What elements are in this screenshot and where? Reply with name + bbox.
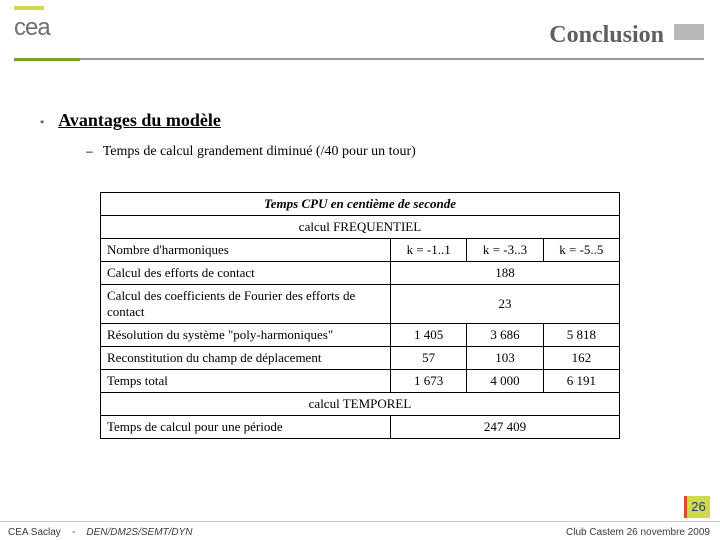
- footer-divider: [0, 521, 720, 522]
- row-label: Reconstitution du champ de déplacement: [101, 347, 391, 370]
- table-col-k5: k = -5..5: [543, 239, 619, 262]
- table-row: Reconstitution du champ de déplacement 5…: [101, 347, 620, 370]
- row-label: Temps total: [101, 370, 391, 393]
- header-underline: [80, 58, 704, 60]
- footer-sep: -: [72, 527, 75, 538]
- row-label: Temps de calcul pour une période: [101, 416, 391, 439]
- row-val: 162: [543, 347, 619, 370]
- row-val: 1 673: [391, 370, 467, 393]
- row-val: 3 686: [467, 324, 543, 347]
- footer-org: CEA Saclay: [8, 527, 61, 538]
- row-val: 57: [391, 347, 467, 370]
- slide-footer: 26 CEA Saclay - DEN/DM2S/SEMT/DYN Club C…: [0, 498, 720, 540]
- table-col-k1: k = -1..1: [391, 239, 467, 262]
- logo-accent-bar: [14, 6, 44, 10]
- table-row: Résolution du système "poly-harmoniques"…: [101, 324, 620, 347]
- row-val: 23: [391, 285, 620, 324]
- cpu-time-table: Temps CPU en centième de seconde calcul …: [100, 192, 620, 439]
- row-label: Résolution du système "poly-harmoniques": [101, 324, 391, 347]
- row-val: 103: [467, 347, 543, 370]
- row-val: 188: [391, 262, 620, 285]
- table-section-temporal: calcul TEMPOREL: [101, 393, 620, 416]
- footer-dep: DEN/DM2S/SEMT/DYN: [86, 527, 192, 538]
- table-section-freq: calcul FREQUENTIEL: [101, 216, 620, 239]
- bullet-icon: •: [40, 112, 44, 132]
- content-subtext: Temps de calcul grandement diminué (/40 …: [103, 144, 416, 160]
- table-row: Calcul des efforts de contact 188: [101, 262, 620, 285]
- slide-content: • Avantages du modèle – Temps de calcul …: [0, 70, 720, 439]
- logo: cea: [14, 6, 50, 42]
- row-label: Calcul des coefficients de Fourier des e…: [101, 285, 391, 324]
- row-val: 6 191: [543, 370, 619, 393]
- row-val: 247 409: [391, 416, 620, 439]
- row-val: 4 000: [467, 370, 543, 393]
- table-title: Temps CPU en centième de seconde: [101, 193, 620, 216]
- table-row: Calcul des coefficients de Fourier des e…: [101, 285, 620, 324]
- header-underline-accent: [14, 58, 80, 61]
- footer-left: CEA Saclay - DEN/DM2S/SEMT/DYN: [8, 527, 193, 538]
- footer-right: Club Castem 26 novembre 2009: [566, 527, 710, 538]
- row-val: 1 405: [391, 324, 467, 347]
- page-title: Conclusion: [549, 22, 664, 49]
- table-row: Temps total 1 673 4 000 6 191: [101, 370, 620, 393]
- sub-bullet-item: – Temps de calcul grandement diminué (/4…: [86, 144, 680, 160]
- slide-header: cea Conclusion: [0, 0, 720, 70]
- content-heading: Avantages du modèle: [58, 110, 221, 131]
- table-col-header-label: Nombre d'harmoniques: [101, 239, 391, 262]
- table-row: Temps de calcul pour une période 247 409: [101, 416, 620, 439]
- title-decoration-block: [674, 24, 704, 40]
- dash-icon: –: [86, 144, 93, 158]
- page-number-badge: 26: [684, 496, 710, 518]
- logo-text: cea: [14, 14, 50, 42]
- bullet-item: • Avantages du modèle: [40, 110, 680, 132]
- row-val: 5 818: [543, 324, 619, 347]
- row-label: Calcul des efforts de contact: [101, 262, 391, 285]
- table-col-k3: k = -3..3: [467, 239, 543, 262]
